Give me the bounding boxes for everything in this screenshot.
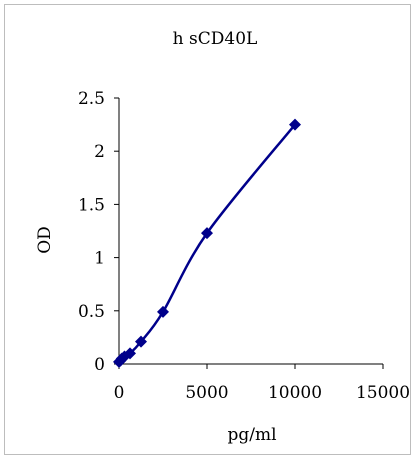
y-tick-label: 0 [94,355,105,375]
x-tick-label: 5000 [185,383,228,403]
y-tick-label: 1 [94,249,105,269]
x-tick-label: 10000 [268,383,322,403]
data-point-marker [157,305,169,318]
y-tick-label: 2 [94,142,105,162]
y-tick-label: 0.5 [78,302,105,322]
series-line [118,123,296,363]
x-tick-label: 15000 [356,383,410,403]
x-axis-label: pg/ml [227,425,276,445]
y-tick-label: 1.5 [78,195,105,215]
y-ticks: 0 0.5 1 1.5 2 2.5 [78,89,119,375]
y-axis-label: OD [35,226,55,254]
data-point-marker [124,347,136,360]
data-point-marker [201,227,213,240]
chart-title: h sCD40L [173,29,258,49]
x-tick-label: 0 [114,383,125,403]
data-point-marker [289,118,301,131]
data-point-marker [135,335,147,348]
y-tick-label: 2.5 [78,89,105,109]
series-markers [113,118,301,368]
x-ticks: 0 5000 10000 15000 [114,364,410,403]
